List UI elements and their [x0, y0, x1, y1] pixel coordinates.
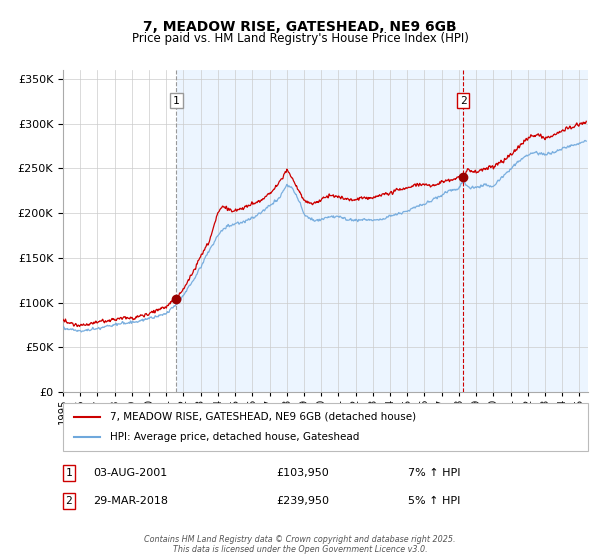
Text: 5% ↑ HPI: 5% ↑ HPI	[408, 496, 460, 506]
Text: 2: 2	[460, 96, 467, 106]
Text: 7, MEADOW RISE, GATESHEAD, NE9 6GB: 7, MEADOW RISE, GATESHEAD, NE9 6GB	[143, 20, 457, 34]
Text: Contains HM Land Registry data © Crown copyright and database right 2025.
This d: Contains HM Land Registry data © Crown c…	[144, 535, 456, 554]
Text: 7% ↑ HPI: 7% ↑ HPI	[408, 468, 461, 478]
Text: 1: 1	[173, 96, 180, 106]
Text: Price paid vs. HM Land Registry's House Price Index (HPI): Price paid vs. HM Land Registry's House …	[131, 32, 469, 45]
Text: 1: 1	[65, 468, 73, 478]
Text: HPI: Average price, detached house, Gateshead: HPI: Average price, detached house, Gate…	[110, 432, 359, 442]
Text: £239,950: £239,950	[276, 496, 329, 506]
Text: £103,950: £103,950	[276, 468, 329, 478]
Text: 7, MEADOW RISE, GATESHEAD, NE9 6GB (detached house): 7, MEADOW RISE, GATESHEAD, NE9 6GB (deta…	[110, 412, 416, 422]
Text: 03-AUG-2001: 03-AUG-2001	[93, 468, 167, 478]
Bar	[176, 70, 588, 392]
FancyBboxPatch shape	[63, 403, 588, 451]
Text: 2: 2	[65, 496, 73, 506]
Text: 29-MAR-2018: 29-MAR-2018	[93, 496, 168, 506]
